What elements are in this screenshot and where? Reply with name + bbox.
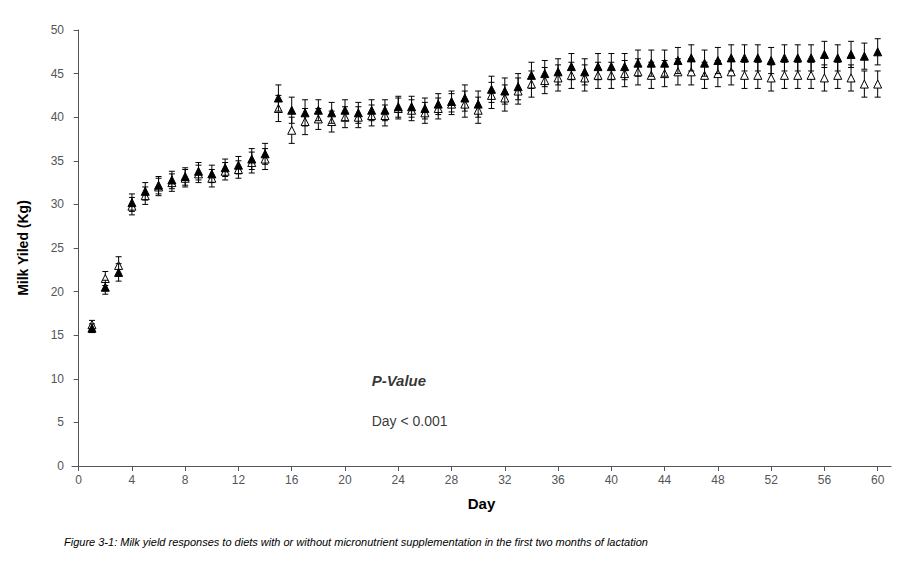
svg-text:30: 30 (51, 197, 65, 211)
svg-text:60: 60 (871, 473, 885, 487)
svg-text:48: 48 (711, 473, 725, 487)
svg-text:15: 15 (51, 328, 65, 342)
svg-text:36: 36 (551, 473, 565, 487)
svg-text:24: 24 (392, 473, 406, 487)
svg-text:Day < 0.001: Day < 0.001 (372, 413, 448, 429)
svg-text:25: 25 (51, 241, 65, 255)
svg-text:44: 44 (658, 473, 672, 487)
svg-text:40: 40 (51, 110, 65, 124)
svg-text:40: 40 (605, 473, 619, 487)
svg-text:45: 45 (51, 67, 65, 81)
svg-text:35: 35 (51, 154, 65, 168)
svg-text:16: 16 (285, 473, 299, 487)
svg-text:20: 20 (51, 285, 65, 299)
svg-text:56: 56 (818, 473, 832, 487)
svg-text:8: 8 (182, 473, 189, 487)
svg-text:12: 12 (232, 473, 246, 487)
svg-text:28: 28 (445, 473, 459, 487)
svg-text:5: 5 (57, 415, 64, 429)
svg-text:0: 0 (75, 473, 82, 487)
svg-text:20: 20 (338, 473, 352, 487)
svg-text:50: 50 (51, 23, 65, 37)
svg-text:Day: Day (468, 495, 496, 512)
svg-text:4: 4 (129, 473, 136, 487)
svg-text:52: 52 (764, 473, 778, 487)
svg-text:Milk Yiled (Kg): Milk Yiled (Kg) (15, 200, 31, 296)
svg-text:Figure 3-1: Milk yield respons: Figure 3-1: Milk yield responses to diet… (64, 536, 648, 548)
svg-text:10: 10 (51, 372, 65, 386)
svg-text:32: 32 (498, 473, 512, 487)
svg-text:0: 0 (57, 459, 64, 473)
svg-text:P-Value: P-Value (372, 372, 426, 389)
